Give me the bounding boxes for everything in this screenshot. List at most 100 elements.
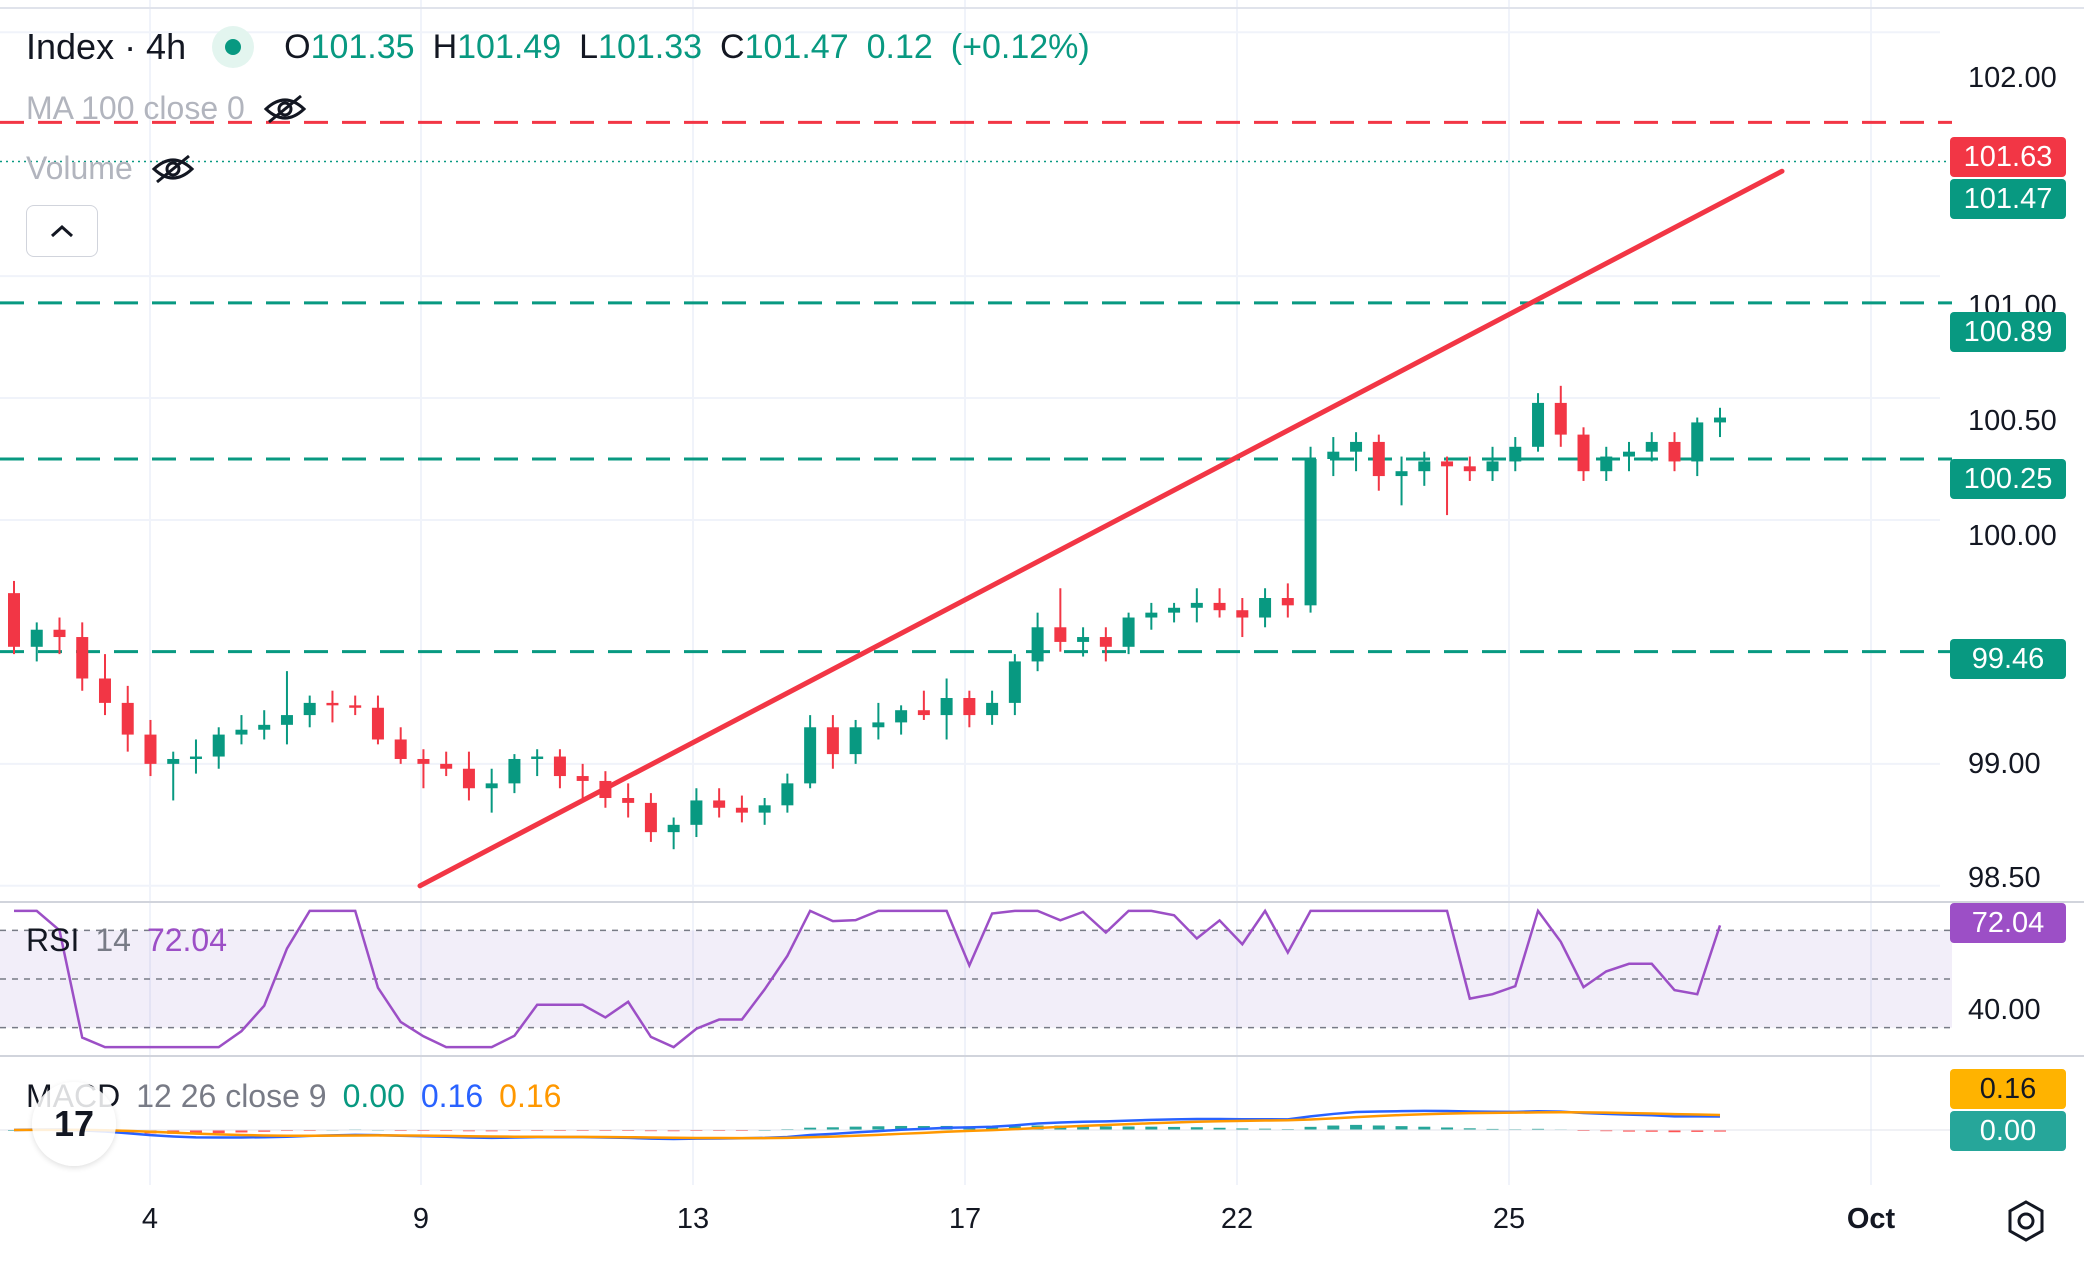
macd-hist-bar <box>1168 1126 1181 1130</box>
candle-body <box>189 756 202 759</box>
pane-separators[interactable] <box>0 901 2084 1057</box>
macd-hist-bar <box>1395 1126 1408 1130</box>
candles <box>8 385 1726 850</box>
x-tick-label: 4 <box>141 1203 159 1235</box>
candle-body <box>1691 422 1704 462</box>
eye-hidden-icon[interactable] <box>151 154 195 184</box>
candle-body <box>1077 637 1090 642</box>
volume-label: Volume <box>26 150 133 186</box>
candle-body <box>553 756 566 777</box>
macd-hist-bar <box>1145 1126 1158 1130</box>
candle-body <box>1577 434 1590 472</box>
candle-body <box>462 768 475 789</box>
candle-body <box>258 724 271 730</box>
macd-hist-bar <box>1259 1128 1272 1130</box>
eye-hidden-icon[interactable] <box>263 94 307 124</box>
settings-icon[interactable] <box>2004 1199 2048 1243</box>
hist-value-label: 0.00 <box>1950 1111 2066 1151</box>
candle-body <box>1054 627 1067 642</box>
y-tick-label: 98.50 <box>1968 862 2041 894</box>
candle-body <box>735 807 748 813</box>
candle-body <box>1190 602 1203 608</box>
candle-body <box>144 734 157 764</box>
macd-hist-bar <box>986 1126 999 1130</box>
candle-body <box>940 698 953 716</box>
candle-body <box>826 727 839 755</box>
macd-hist-bar <box>1372 1125 1385 1130</box>
macd-hist-bar <box>1645 1130 1658 1132</box>
x-tick-label: 13 <box>676 1203 710 1235</box>
candle-body <box>1418 461 1431 472</box>
candle-body <box>1600 456 1613 472</box>
candle-body <box>1031 627 1044 662</box>
macd-hist-bar <box>235 1130 248 1133</box>
candle-body <box>1122 617 1135 647</box>
macd-hist-bar <box>1441 1127 1454 1130</box>
macd-hist-bar <box>644 1130 657 1132</box>
macd-hist-bar <box>1190 1127 1203 1130</box>
candle-body <box>758 805 771 813</box>
macd-hist-bar <box>667 1130 680 1132</box>
candle-body <box>1532 402 1545 447</box>
candle-body <box>1213 602 1226 611</box>
market-status-icon[interactable] <box>212 26 255 68</box>
candle-body <box>576 776 589 781</box>
candle-body <box>1281 598 1294 606</box>
y-tick-label: 100.50 <box>1968 405 2057 437</box>
macd-pane <box>0 1109 1952 1141</box>
macd-hist-bar <box>1691 1130 1704 1132</box>
macd-hist-bar <box>1668 1130 1681 1133</box>
price-label-resistance: 101.63 <box>1950 137 2066 177</box>
macd-hist-bar <box>826 1127 839 1130</box>
tradingview-logo[interactable]: 17 <box>32 1082 116 1166</box>
symbol-title[interactable]: Index · 4h <box>26 26 187 67</box>
y-tick-label: 102.00 <box>1968 62 2057 94</box>
x-tick-label: 17 <box>948 1203 982 1235</box>
rsi-period: 14 <box>95 922 131 958</box>
macd-signal-line <box>13 1110 1721 1140</box>
ma-indicator-row[interactable]: MA 100 close 0 <box>26 90 307 127</box>
candle-body <box>644 802 657 833</box>
rsi-name: RSI <box>26 922 80 958</box>
rsi-axis-label: 40.00 <box>1968 994 2041 1026</box>
candle-body <box>349 705 362 708</box>
price-label-support-1: 100.89 <box>1950 312 2066 352</box>
candle-body <box>1395 471 1408 477</box>
x-tick-label: Oct <box>1846 1203 1896 1235</box>
candle-body <box>713 800 726 808</box>
ohlc-values: O101.35 H101.49 L101.33 C101.47 0.12 (+0… <box>284 27 1090 66</box>
macd-hist-bar <box>1600 1130 1613 1132</box>
candle-body <box>804 727 817 784</box>
macd-hist-bar <box>1532 1128 1545 1130</box>
macd-hist-bar <box>1463 1128 1476 1130</box>
macd-hist-bar <box>1327 1125 1340 1130</box>
volume-indicator-row[interactable]: Volume <box>26 150 195 187</box>
macd-hist-bar <box>1236 1128 1249 1130</box>
candle-body <box>1008 661 1021 703</box>
candle-body <box>98 678 111 703</box>
macd-hist-bar <box>485 1130 498 1132</box>
candle-body <box>508 758 521 784</box>
candle-body <box>1623 451 1636 457</box>
candle-body <box>1645 441 1658 452</box>
candle-body <box>1486 461 1499 472</box>
ma-label: MA 100 close 0 <box>26 90 245 126</box>
macd-params: 12 26 close 9 <box>136 1078 327 1114</box>
candle-body <box>849 727 862 755</box>
candle-body <box>1463 466 1476 472</box>
price-label-support-2: 100.25 <box>1950 459 2066 499</box>
candle-body <box>53 629 66 638</box>
candle-body <box>781 783 794 806</box>
collapse-legend-button[interactable] <box>26 205 98 257</box>
trendline[interactable] <box>417 168 1785 889</box>
macd-hist-bar <box>1213 1127 1226 1130</box>
macd-hist-bar <box>1099 1126 1112 1130</box>
macd-signal-value: 0.16 <box>499 1078 562 1114</box>
chevron-up-icon <box>50 224 74 238</box>
rsi-line <box>14 908 1722 1049</box>
y-tick-label: 99.00 <box>1968 748 2041 780</box>
macd-hist-bar <box>1077 1125 1090 1130</box>
candle-body <box>394 739 407 759</box>
rsi-pane <box>0 908 1952 1049</box>
